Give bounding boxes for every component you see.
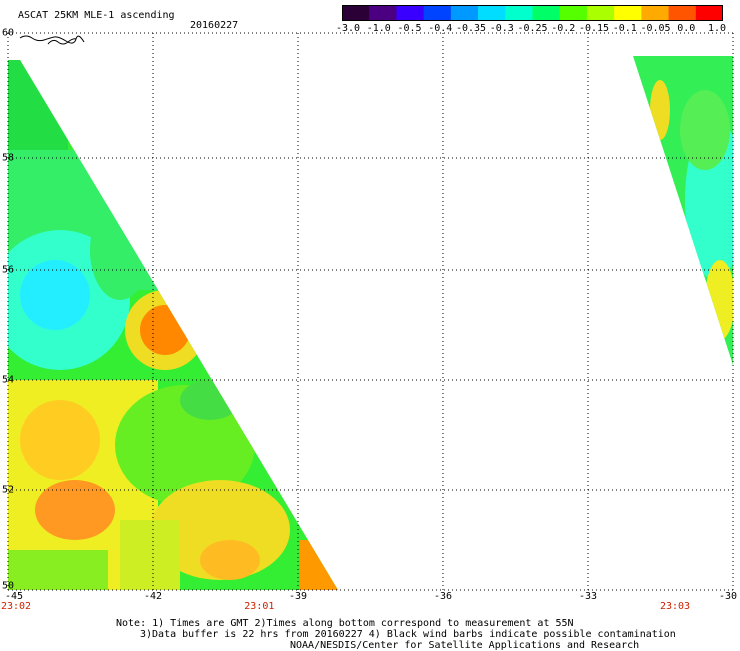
colorbar-swatch: [532, 5, 561, 21]
map-title: ASCAT 25KM MLE-1 ascending: [18, 10, 175, 21]
colorbar-label: -0.3: [489, 23, 514, 34]
colorbar-swatch: [695, 5, 723, 21]
colorbar-swatch: [423, 5, 452, 21]
longitude-label: -33: [578, 591, 598, 602]
colorbar-swatch: [641, 5, 670, 21]
grid: [7, 32, 734, 591]
note-line-2: 3)Data buffer is 22 hrs from 20160227 4)…: [140, 629, 676, 640]
colorbar-swatch: [586, 5, 615, 21]
colorbar-label: -0.5: [397, 23, 422, 34]
coastline: [19, 35, 85, 45]
colorbar-swatch: [478, 5, 506, 21]
colorbar-swatch: [342, 5, 370, 21]
longitude-label: -39: [288, 591, 308, 602]
colorbar-swatch: [396, 5, 425, 21]
latitude-label: 50: [2, 580, 15, 592]
colorbar-swatch: [450, 5, 479, 21]
longitude-label: -42: [143, 591, 163, 602]
colorbar-swatch: [369, 5, 397, 21]
colorbar-label: 1.0: [707, 23, 727, 34]
note-line-3: NOAA/NESDIS/Center for Satellite Applica…: [290, 640, 640, 651]
longitude-label: -45: [4, 591, 24, 602]
colorbar-label: -0.1: [612, 23, 637, 34]
colorbar-swatch: [668, 5, 697, 21]
colorbar-label: -0.25: [517, 23, 548, 34]
latitude-label: 52: [2, 484, 15, 496]
right-swath: [633, 56, 733, 365]
colorbar-label: -0.05: [640, 23, 671, 34]
longitude-label: -36: [433, 591, 453, 602]
colorbar-label: -3.0: [335, 23, 361, 34]
time-label: 23:03: [659, 601, 691, 612]
colorbar-swatch: [505, 5, 533, 21]
latitude-label: 58: [2, 152, 15, 164]
colorbar-label: 0.0: [677, 23, 696, 34]
map-date: 20160227: [190, 20, 239, 31]
time-label: 23:02: [0, 601, 32, 612]
colorbar: [342, 5, 723, 21]
left-swath: [8, 60, 338, 590]
colorbar-swatch: [559, 5, 588, 21]
time-label: 23:01: [244, 601, 275, 612]
colorbar-label: -1.0: [366, 23, 391, 34]
latitude-label: 54: [2, 374, 15, 386]
colorbar-swatch: [614, 5, 642, 21]
colorbar-label: -0.2: [551, 23, 576, 34]
latitude-label: 60: [2, 27, 15, 39]
colorbar-label: -0.35: [455, 23, 487, 34]
latitude-label: 56: [2, 264, 15, 276]
colorbar-label: -0.4: [428, 23, 453, 34]
longitude-label: -30: [718, 591, 738, 602]
note-line-1: Note: 1) Times are GMT 2)Times along bot…: [116, 618, 574, 629]
colorbar-label: -0.15: [578, 23, 610, 34]
